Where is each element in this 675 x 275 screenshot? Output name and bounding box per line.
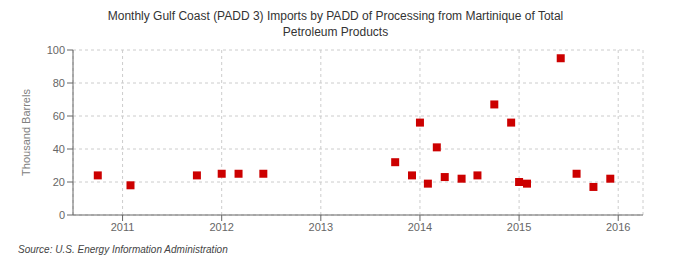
svg-text:40: 40 xyxy=(53,143,65,155)
svg-text:80: 80 xyxy=(53,77,65,89)
svg-text:2016: 2016 xyxy=(606,221,630,233)
svg-text:2014: 2014 xyxy=(408,221,432,233)
html-text:Petroleum Products: Petroleum Products xyxy=(282,25,389,39)
svg-text:2015: 2015 xyxy=(507,221,531,233)
html-text:Source: U.S. Energy Informatio: Source: U.S. Energy Information Administ… xyxy=(18,244,228,255)
svg-text:60: 60 xyxy=(53,110,65,122)
svg-text:2011: 2011 xyxy=(111,221,135,233)
svg-text:2012: 2012 xyxy=(209,221,233,233)
svg-text:20: 20 xyxy=(53,176,65,188)
html-text:Monthly Gulf Coast (PADD 3) Im: Monthly Gulf Coast (PADD 3) Imports by P… xyxy=(107,9,564,23)
svg-text:Thousand Barrels: Thousand Barrels xyxy=(20,89,32,176)
svg-text:100: 100 xyxy=(47,44,65,56)
svg-text:2013: 2013 xyxy=(309,221,333,233)
svg-text:0: 0 xyxy=(59,209,65,221)
